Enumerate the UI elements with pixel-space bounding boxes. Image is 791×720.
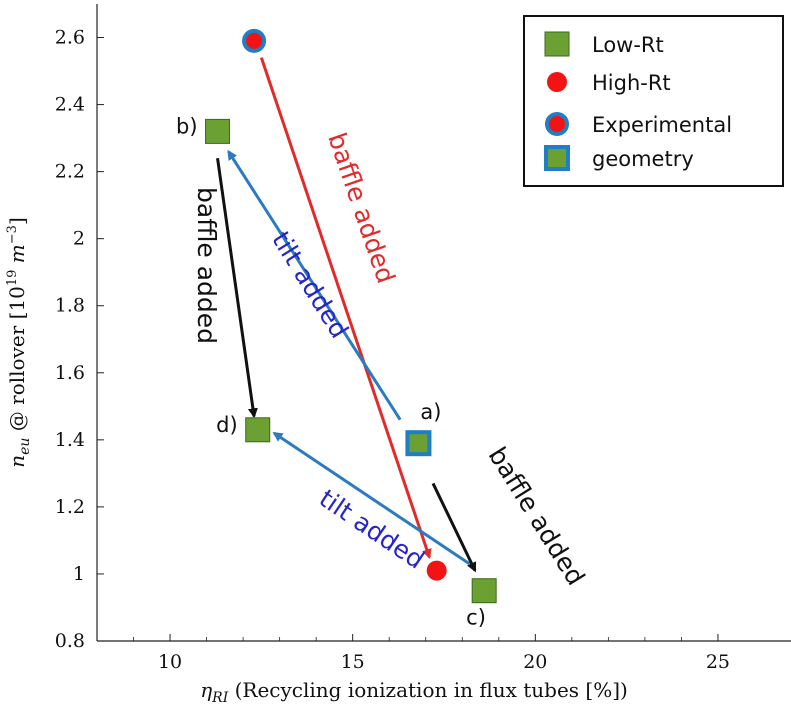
- data-point-experimental-geometry: [405, 430, 432, 457]
- trend-arrow: [272, 431, 471, 566]
- trend-arrow: [431, 482, 477, 573]
- y-axis-close: ]: [5, 217, 29, 225]
- y-axis-exponent: 19: [5, 270, 20, 287]
- legend-marker-experimental: [545, 112, 569, 136]
- data-point-low-rt: [471, 578, 497, 604]
- y-tick-label: 1: [73, 563, 85, 585]
- y-tick-label: 0.8: [55, 630, 85, 652]
- legend-label: geometry: [592, 147, 694, 171]
- annotation-label: baffle added: [192, 187, 221, 344]
- x-axis-symbol: η: [200, 678, 212, 702]
- legend-label: Experimental: [592, 113, 732, 137]
- x-axis-title: ηRI (Recycling ionization in flux tubes …: [200, 678, 628, 706]
- y-tick-label: 2.2: [55, 161, 85, 183]
- trend-arrow: [259, 57, 432, 560]
- y-axis-unit: m: [5, 244, 29, 269]
- data-point-low-rt: [245, 417, 271, 443]
- point-labels: a) b) c) d): [176, 114, 486, 629]
- y-axis-unit-exponent: −3: [5, 225, 20, 244]
- x-tick-label: 10: [158, 651, 182, 673]
- y-axis-title: neu @ rollover [1019 m−3]: [5, 217, 33, 468]
- legend-label: High-Rt: [592, 71, 671, 95]
- y-tick-label: 2.6: [55, 27, 85, 49]
- data-point-experimental: [242, 28, 267, 53]
- legend-marker-low-rt: [544, 31, 570, 57]
- y-axis-symbol: n: [5, 455, 29, 468]
- x-tick-label: 15: [341, 651, 365, 673]
- plot-frame: [96, 4, 791, 642]
- annotation-label: baffle added: [483, 442, 591, 591]
- point-label: c): [466, 606, 486, 630]
- y-tick-label: 2: [73, 228, 85, 250]
- point-label: a): [420, 400, 441, 424]
- arrows: [216, 57, 477, 573]
- axis-titles: ηRI (Recycling ionization in flux tubes …: [5, 217, 628, 706]
- annotation-label: baffle added: [322, 129, 401, 287]
- trend-arrow: [216, 158, 258, 419]
- annotation-label: tilt added: [266, 226, 354, 343]
- y-axis-text: @ rollover [10: [5, 286, 29, 437]
- point-label: b): [176, 114, 198, 138]
- x-axis-text: (Recycling ionization in flux tubes [%]): [228, 678, 628, 702]
- y-tick-label: 1.8: [55, 295, 85, 317]
- data-points: [205, 28, 497, 604]
- trend-arrow: [227, 149, 402, 421]
- y-axis-subscript: eu: [17, 438, 33, 455]
- axis-ticks: 10 15 20 25 0.8 1 1.2 1.4 1.6 1.8 2 2.2 2.4 2.6: [55, 27, 730, 673]
- data-point-high-rt: [426, 560, 447, 581]
- point-label: d): [216, 413, 238, 437]
- x-tick-label: 25: [706, 651, 730, 673]
- y-tick-label: 1.4: [55, 429, 85, 451]
- x-tick-label: 20: [523, 651, 547, 673]
- legend-label: Low-Rt: [592, 33, 664, 57]
- legend-marker-geometry: [544, 145, 570, 171]
- y-tick-label: 2.4: [55, 94, 85, 116]
- y-tick-label: 1.2: [55, 496, 85, 518]
- legend: Low-Rt High-Rt Experimental geometry: [523, 15, 784, 187]
- data-point-low-rt: [205, 118, 231, 144]
- legend-marker-high-rt: [547, 72, 567, 92]
- x-axis-subscript: RI: [211, 690, 229, 706]
- y-tick-label: 1.6: [55, 362, 85, 384]
